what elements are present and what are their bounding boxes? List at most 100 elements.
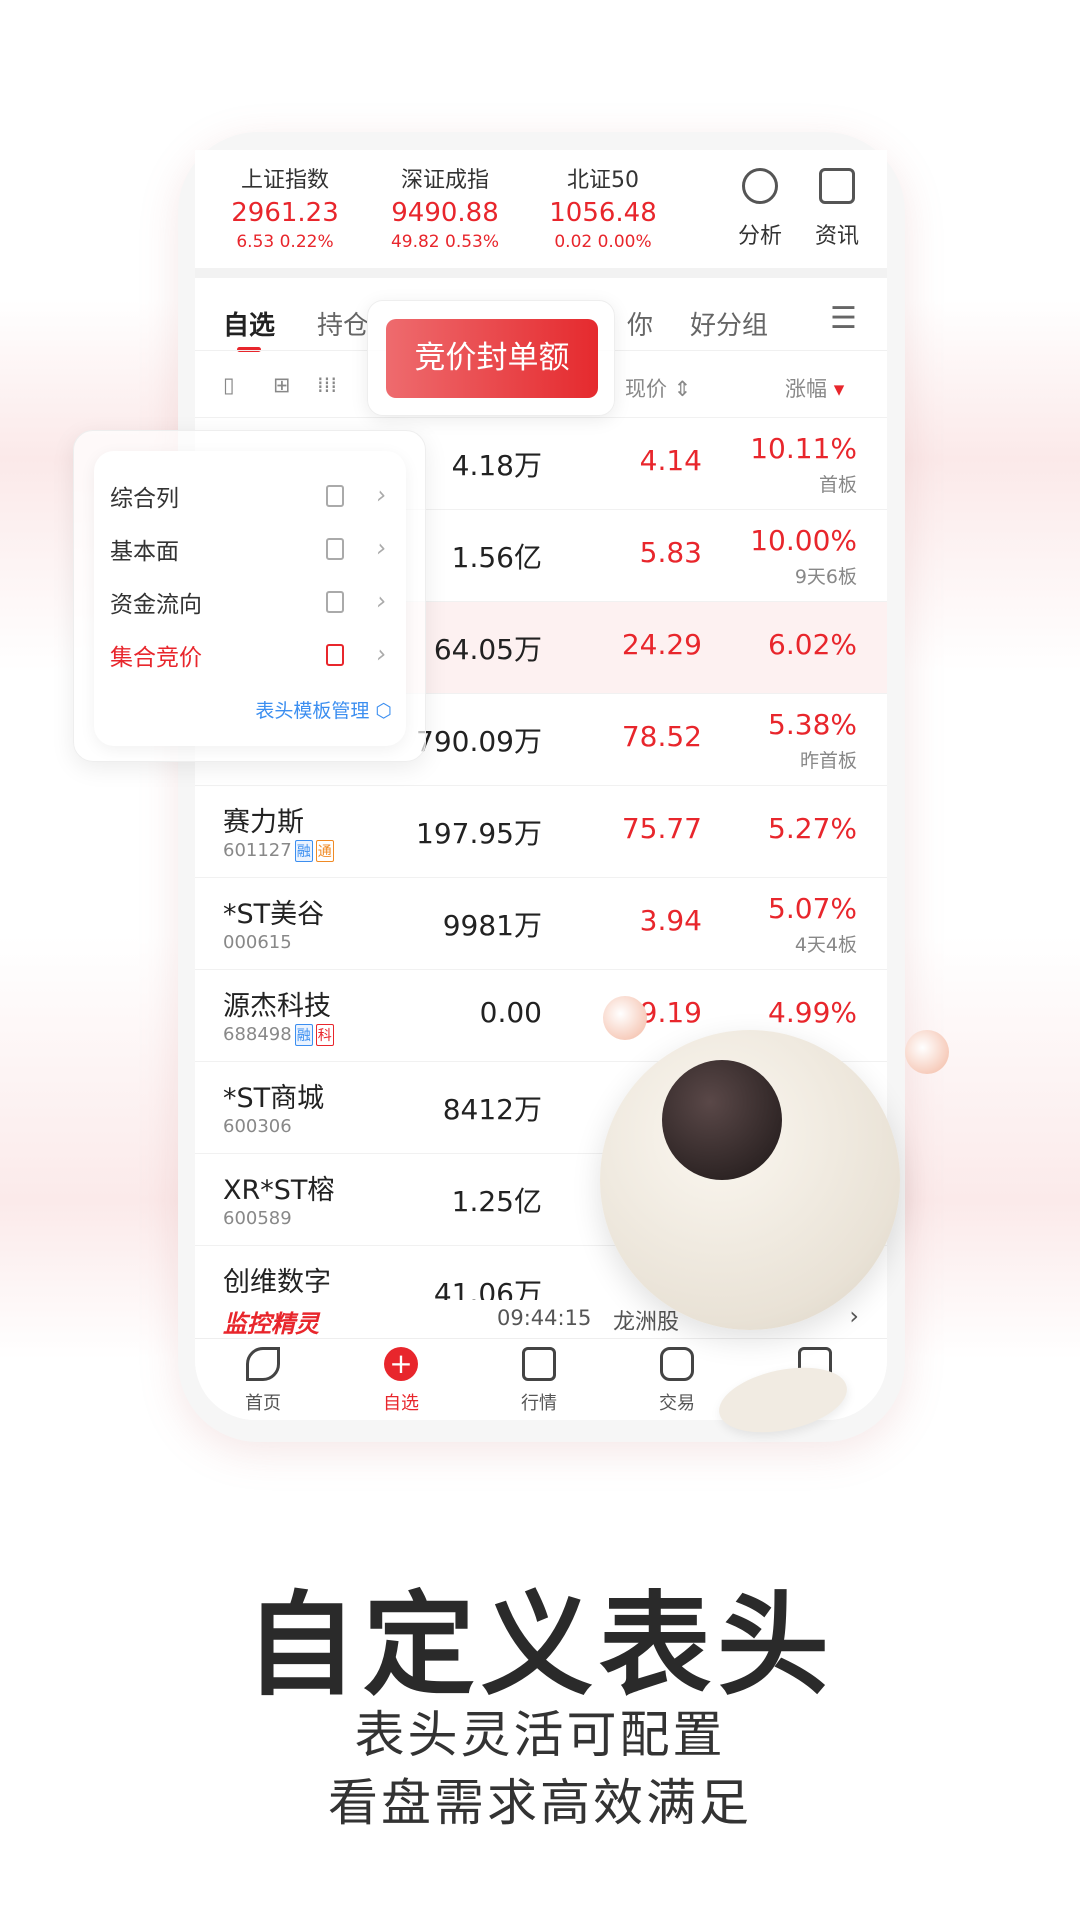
limit-tag: 昨首板 — [799, 750, 857, 772]
menu-item-fundamentals[interactable]: 基本面 › — [110, 532, 390, 572]
chevron-right-icon: › — [849, 1302, 859, 1330]
analysis-button[interactable]: 分析 — [730, 168, 790, 250]
nav-label: 交易 — [659, 1393, 695, 1414]
template-manage-link[interactable]: 表头模板管理 ⬡ — [255, 696, 392, 723]
auction-amount: 790.09万 — [416, 725, 542, 758]
price: 9.19 — [639, 996, 702, 1029]
index-shanghai[interactable]: 上证指数 2961.23 6.53 0.22% — [205, 162, 365, 252]
change-label: 涨幅 — [785, 377, 827, 401]
auction-amount: 8412万 — [442, 1093, 542, 1126]
auction-amount: 64.05万 — [433, 633, 542, 666]
menu-item-composite[interactable]: 综合列 › — [110, 479, 390, 519]
index-shenzhen[interactable]: 深证成指 9490.88 49.82 0.53% — [365, 162, 525, 252]
table-row[interactable]: 赛力斯 601127 融通 197.95万 75.77 5.27% — [195, 785, 887, 877]
nav-trade[interactable]: 交易 — [637, 1347, 717, 1415]
stock-code: 600589 — [223, 1208, 292, 1229]
nav-home[interactable]: 首页 — [223, 1347, 303, 1415]
plus-icon: + — [384, 1347, 418, 1381]
settings-icon: ⬡ — [375, 700, 392, 722]
stock-code: 600306 — [223, 1116, 292, 1137]
table-row[interactable]: 创维数字 41.06万 — [195, 1245, 887, 1337]
price: 75.77 — [621, 812, 702, 845]
auction-amount: 197.95万 — [416, 817, 542, 850]
tab-holdings[interactable]: 持仓 — [317, 311, 370, 341]
divider — [195, 268, 887, 278]
rotate-icon[interactable]: ▯ — [223, 373, 235, 397]
table-row[interactable]: 1.56亿 5.83 10.00% 9天6板 — [195, 509, 887, 601]
price: 5.83 — [639, 536, 702, 569]
auction-amount-button[interactable]: 竞价封单额 — [386, 319, 598, 398]
columns-icon[interactable]: ⁞⁞⁞ — [317, 373, 338, 397]
index-beijing50[interactable]: 北证50 1056.48 0.02 0.00% — [523, 162, 683, 252]
stock-code: 688498 融科 — [223, 1024, 334, 1046]
subtitle-2: 看盘需求高效满足 — [328, 1774, 752, 1832]
stock-code: 000615 — [223, 932, 292, 953]
table-row[interactable]: *ST美谷 000615 9981万 3.94 5.07% 4天4板 — [195, 877, 887, 969]
unlock-icon — [326, 538, 344, 560]
tab-you[interactable]: 你 — [627, 311, 654, 341]
index-value: 1056.48 — [549, 198, 657, 228]
code-text: 601127 — [223, 840, 292, 861]
menu-item-capital-flow[interactable]: 资金流向 › — [110, 585, 390, 625]
exchange-icon — [660, 1347, 694, 1381]
stock-name: 创维数字 — [223, 1267, 331, 1298]
chevron-right-icon: › — [376, 587, 386, 615]
chevron-right-icon: › — [376, 534, 386, 562]
ticker-time: 09:44:15 — [497, 1306, 592, 1330]
mascot-orb — [905, 1030, 949, 1074]
change-pct: 5.27% — [768, 812, 857, 845]
pie-chart-icon — [742, 168, 778, 204]
column-change[interactable]: 涨幅 ▾ — [785, 377, 845, 401]
home-icon — [246, 1347, 280, 1381]
price: 4.14 — [639, 444, 702, 477]
headline: 自定义表头 — [245, 1580, 835, 1711]
chevron-right-icon: › — [376, 640, 386, 668]
limit-tag: 9天6板 — [794, 566, 857, 588]
menu-icon[interactable]: ☰ — [830, 301, 857, 336]
index-name: 上证指数 — [240, 168, 329, 193]
table-row[interactable]: 4.18万 4.14 10.11% 首板 — [195, 417, 887, 509]
index-name: 深证成指 — [400, 168, 489, 193]
price: 3.94 — [639, 904, 702, 937]
code-text: 600306 — [223, 1116, 292, 1137]
menu-label: 综合列 — [110, 486, 179, 512]
stock-name: *ST美谷 — [223, 899, 325, 930]
menu-label: 基本面 — [110, 539, 179, 565]
index-change: 49.82 0.53% — [390, 232, 500, 252]
monitor-logo: 监控精灵 — [223, 1310, 319, 1338]
stock-name: XR*ST榕 — [223, 1175, 335, 1206]
column-template-menu: 综合列 › 基本面 › 资金流向 › 集合竞价 › 表头模板管理 ⬡ — [73, 430, 426, 762]
index-value: 2961.23 — [231, 198, 339, 228]
nav-watchlist[interactable]: + 自选 — [361, 1347, 441, 1415]
chart-icon — [522, 1347, 556, 1381]
index-name: 北证50 — [567, 168, 639, 193]
change-pct: 6.02% — [768, 628, 857, 661]
menu-item-auction[interactable]: 集合竞价 › — [110, 638, 390, 678]
table-row[interactable]: XR*ST榕 600589 1.25亿 — [195, 1153, 887, 1245]
limit-tag: 4天4板 — [794, 934, 857, 956]
lock-icon — [326, 644, 344, 666]
tab-group[interactable]: 好分组 — [690, 311, 769, 341]
code-text: 600589 — [223, 1208, 292, 1229]
code-text: 000615 — [223, 932, 292, 953]
change-pct: 4.99% — [768, 996, 857, 1029]
table-row[interactable]: 790.09万 78.52 5.38% 昨首板 — [195, 693, 887, 785]
column-price[interactable]: 现价 ⇕ — [625, 377, 692, 401]
table-row[interactable]: *ST商城 600306 8412万 — [195, 1061, 887, 1153]
market-badge: 科 — [315, 1024, 334, 1046]
news-label: 资讯 — [814, 224, 859, 249]
table-row[interactable]: 源杰科技 688498 融科 0.00 9.19 4.99% — [195, 969, 887, 1061]
mascot-orb — [603, 996, 647, 1040]
tab-watchlist[interactable]: 自选 — [223, 311, 276, 341]
auction-amount: 9981万 — [442, 909, 542, 942]
mascot — [600, 1030, 900, 1330]
tab-bar: 自选 持仓 你 好分组 ☰ — [195, 295, 887, 355]
ticker-text: 龙洲股 — [613, 1310, 680, 1335]
unlock-icon — [326, 485, 344, 507]
auction-amount: 1.25亿 — [451, 1185, 542, 1218]
nav-market[interactable]: 行情 — [499, 1347, 579, 1415]
code-text: 688498 — [223, 1024, 292, 1045]
grid-icon[interactable]: ⊞ — [273, 373, 291, 397]
nav-label: 首页 — [245, 1393, 281, 1414]
news-button[interactable]: 资讯 — [807, 168, 867, 250]
